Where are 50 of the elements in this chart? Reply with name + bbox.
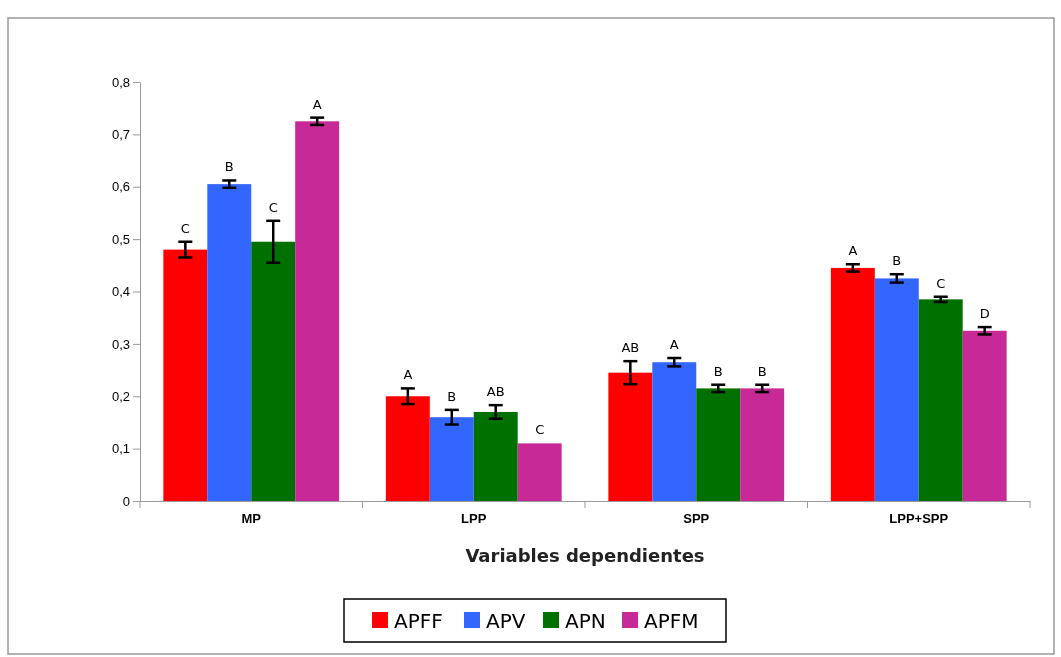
bar bbox=[740, 388, 785, 501]
bar bbox=[207, 184, 252, 501]
bar bbox=[473, 411, 518, 501]
data-label: C bbox=[268, 199, 278, 215]
bar bbox=[295, 121, 340, 501]
x-tick-label: SPP bbox=[683, 511, 710, 527]
data-label: A bbox=[312, 96, 322, 112]
bar bbox=[429, 417, 474, 501]
x-tick-label: LPP bbox=[461, 511, 487, 527]
y-tick-label: 0,8 bbox=[111, 74, 130, 90]
data-label: A bbox=[669, 337, 679, 353]
data-label: B bbox=[224, 159, 234, 175]
data-label: C bbox=[535, 422, 545, 438]
x-tick-label: MP bbox=[241, 511, 262, 527]
x-tick-label: LPP+SPP bbox=[889, 511, 949, 527]
bar bbox=[652, 362, 697, 501]
legend-label: APN bbox=[565, 609, 606, 633]
bar bbox=[385, 396, 430, 501]
y-tick-label: 0,4 bbox=[111, 284, 130, 300]
bar bbox=[962, 330, 1007, 501]
y-tick-label: 0,1 bbox=[111, 441, 130, 457]
data-label: A bbox=[403, 367, 413, 383]
bar bbox=[608, 372, 653, 501]
data-label: B bbox=[892, 253, 902, 269]
bar bbox=[163, 249, 208, 501]
data-label: D bbox=[979, 306, 990, 322]
data-label: B bbox=[447, 388, 457, 404]
y-tick-label: 0,5 bbox=[111, 231, 130, 247]
data-label: C bbox=[180, 220, 190, 236]
legend-label: APFM bbox=[644, 609, 699, 633]
legend-label: APV bbox=[486, 609, 526, 633]
y-tick-label: 0,7 bbox=[111, 127, 130, 143]
y-tick-label: 0,6 bbox=[111, 179, 130, 195]
bar bbox=[696, 388, 741, 501]
y-tick-label: 0 bbox=[122, 493, 130, 509]
data-label: AB bbox=[621, 340, 640, 356]
bar bbox=[251, 241, 296, 501]
legend-label: APFF bbox=[394, 609, 443, 633]
bar bbox=[874, 278, 919, 501]
y-tick-label: 0,2 bbox=[111, 388, 130, 404]
bar bbox=[830, 267, 875, 501]
x-axis-title: Variables dependientes bbox=[465, 545, 705, 566]
data-label: C bbox=[936, 275, 946, 291]
bar bbox=[918, 299, 963, 501]
y-tick-label: 0,3 bbox=[111, 336, 130, 352]
data-label: AB bbox=[486, 384, 505, 400]
data-label: B bbox=[757, 363, 767, 379]
data-label: B bbox=[713, 363, 723, 379]
bar bbox=[517, 443, 562, 501]
data-label: A bbox=[848, 243, 858, 259]
